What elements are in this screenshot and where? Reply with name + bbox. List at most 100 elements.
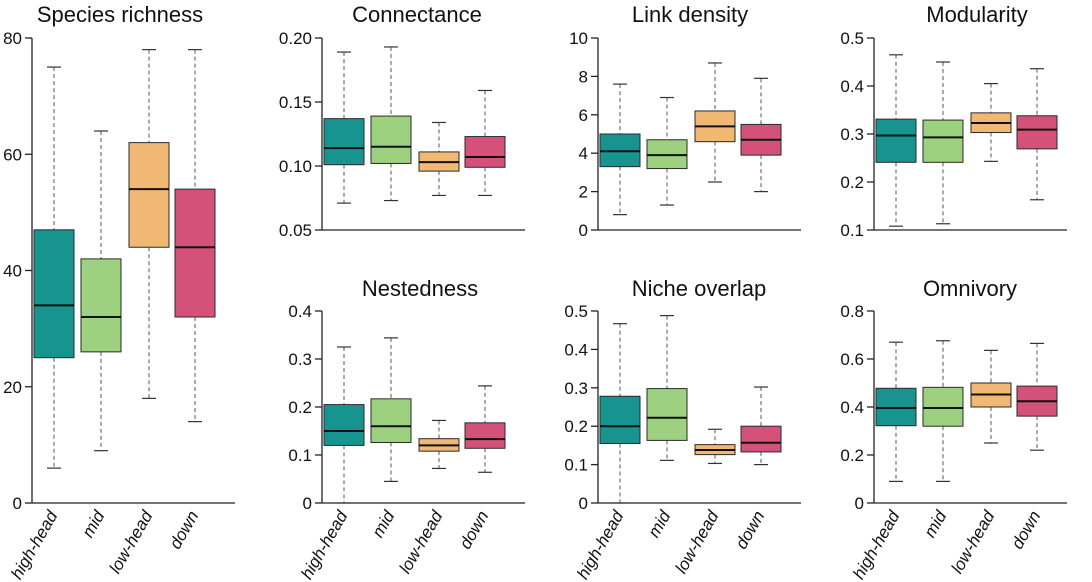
box-low-head [418,419,460,470]
y-tick-label: 60 [3,145,22,164]
y-tick-label: 10 [569,29,588,48]
x-category-label: high-head [573,507,628,582]
x-category-label: down [166,508,203,553]
y-tick-label: 0.3 [288,350,312,369]
box-mid [922,340,964,482]
box-mid [370,337,412,482]
y-tick-label: 0.2 [840,173,864,192]
box-mid [922,61,964,225]
iqr-box [646,388,688,441]
x-category-label: high-head [849,507,904,582]
box-down [464,385,506,473]
y-tick-label: 0.05 [279,221,312,240]
y-tick-label: 0.1 [564,456,588,475]
y-tick-label: 8 [579,67,588,86]
y-tick-label: 0.6 [840,350,864,369]
box-high-head [875,54,917,227]
box-mid [80,130,122,452]
y-tick-label: 0 [579,494,588,513]
panel-niche-overlap: Niche overlap 0 0.1 0.2 0.3 0.4 0.5 high-head mi… [564,276,801,582]
iqr-box [464,422,506,449]
y-tick-label: 0.20 [279,29,312,48]
box-down [740,77,782,193]
y-tick-label: 20 [3,378,22,397]
panel-modularity: Modularity 0.1 0.2 0.3 0.4 0.5 [840,2,1067,240]
box-low-head [694,428,736,465]
y-tick-label: 0.15 [279,93,312,112]
x-category-label: low-head [396,507,447,577]
y-tick-label: 0.3 [840,125,864,144]
y-tick-label: 0.1 [288,446,312,465]
box-low-head [128,49,170,399]
y-tick-label: 0.5 [840,29,864,48]
box-high-head [599,323,641,504]
x-category-label: down [732,508,769,553]
panel-species-richness: Species richness 0 20 40 60 80 high-head midlow… [3,2,235,582]
box-high-head [33,66,75,469]
y-tick-label: 40 [3,262,22,281]
iqr-box [1016,115,1058,150]
x-category-label: mid [78,507,108,541]
y-tick-label: 0.4 [288,302,312,321]
box-down [1016,68,1058,201]
box-down [740,386,782,466]
y-tick-label: 2 [579,183,588,202]
y-tick-label: 0 [303,494,312,513]
iqr-box [740,425,782,453]
iqr-box [875,118,917,163]
panel-nestedness: Nestedness 0 0.1 0.2 0.3 0.4 high-head midlow-h… [288,276,525,582]
y-tick-label: 0.8 [840,302,864,321]
chart-title: Nestedness [362,276,478,301]
x-category-label: low-head [106,507,157,577]
box-low-head [694,62,736,183]
box-mid [646,96,688,206]
chart-title: Link density [632,2,748,27]
y-tick-label: 0.2 [288,398,312,417]
chart-title: Connectance [352,2,482,27]
iqr-box [323,404,365,446]
iqr-box [174,188,216,318]
chart-title: Modularity [926,2,1027,27]
y-tick-label: 80 [3,29,22,48]
iqr-box [370,115,412,164]
panel-connectance: Connectance 0.05 0.10 0.15 0.20 [279,2,525,240]
iqr-box [922,386,964,427]
y-tick-label: 0.4 [564,340,588,359]
chart-title: Omnivory [923,276,1017,301]
y-tick-label: 0 [13,494,22,513]
box-down [174,49,216,423]
iqr-box [80,258,122,353]
box-high-head [875,341,917,482]
box-low-head [418,121,460,197]
iqr-box [128,142,170,248]
chart-title: Niche overlap [632,276,767,301]
y-tick-label: 0.2 [840,446,864,465]
panel-omnivory: Omnivory 0 0.2 0.4 0.6 0.8 high-head midlow-hea… [840,276,1067,582]
box-high-head [599,83,641,216]
chart-title: Species richness [37,2,203,27]
box-mid [370,46,412,202]
y-tick-label: 0.1 [840,221,864,240]
box-high-head [323,346,365,504]
y-tick-label: 0.10 [279,157,312,176]
box-down [1016,342,1058,451]
y-tick-label: 0.4 [840,77,864,96]
y-tick-label: 0.2 [564,417,588,436]
x-category-label: mid [644,507,674,541]
y-tick-label: 6 [579,106,588,125]
iqr-box [599,395,641,444]
x-category-label: low-head [948,507,999,577]
x-category-label: down [1008,508,1045,553]
y-tick-label: 0.5 [564,302,588,321]
box-low-head [970,82,1012,162]
iqr-box [464,136,506,168]
y-tick-label: 0.3 [564,379,588,398]
iqr-box [323,118,365,166]
x-category-label: low-head [672,507,723,577]
x-category-label: high-head [7,507,62,582]
iqr-box [33,229,75,359]
iqr-box [922,119,964,163]
y-tick-label: 0.4 [840,398,864,417]
y-tick-label: 0 [855,494,864,513]
